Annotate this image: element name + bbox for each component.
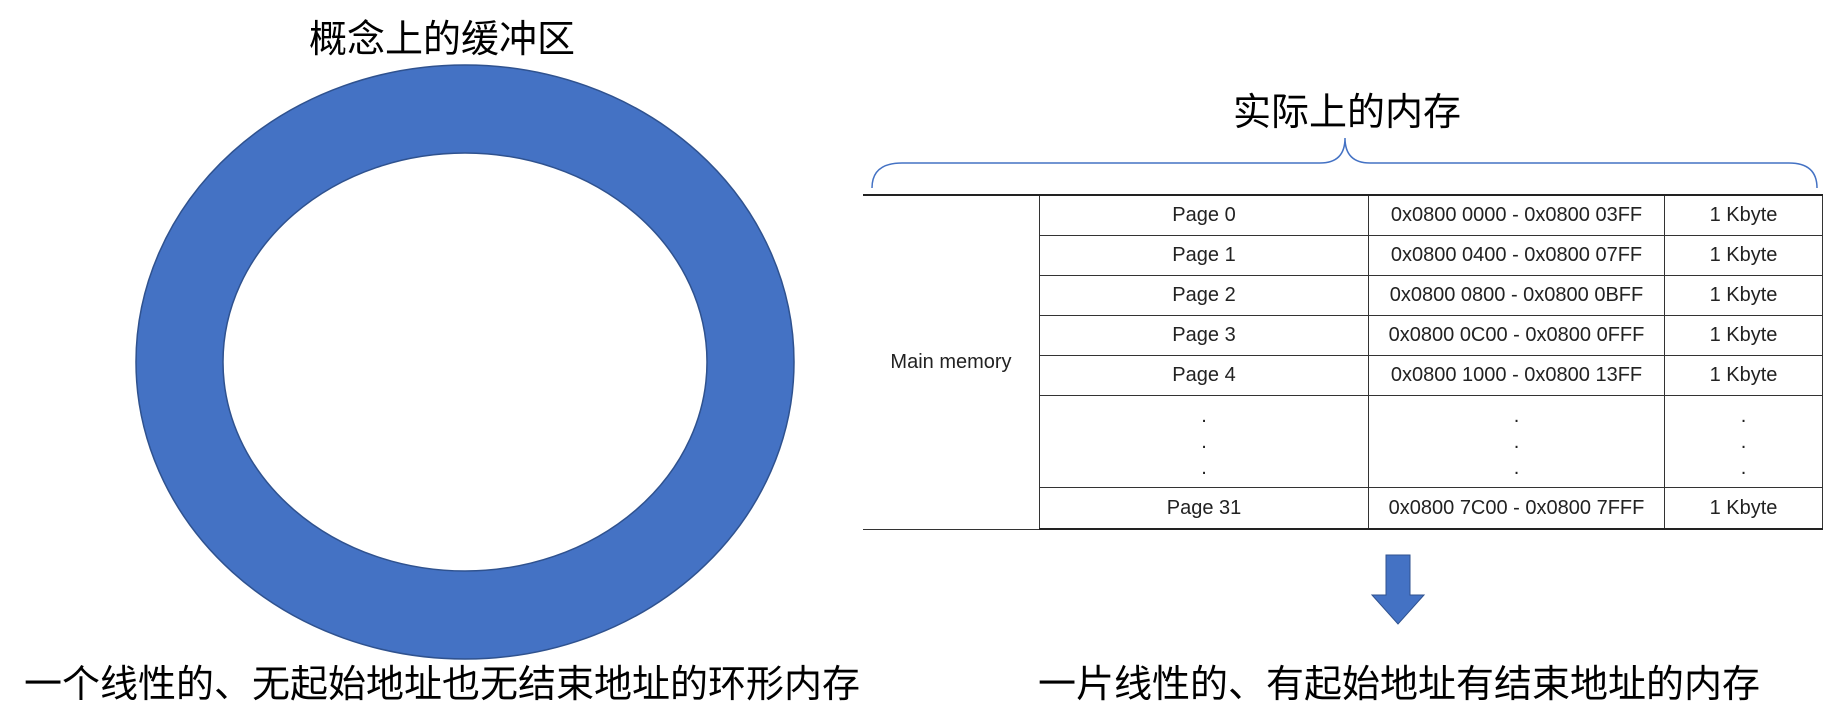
page-cell: Page 1 xyxy=(1039,235,1369,276)
ring-shape xyxy=(135,64,795,660)
ellipsis-cell: . . . xyxy=(1368,395,1665,488)
size-cell: 1 Kbyte xyxy=(1664,275,1823,316)
ellipsis-dot: . xyxy=(1513,430,1520,453)
left-title: 概念上的缓冲区 xyxy=(309,17,576,61)
page-cell: Page 31 xyxy=(1039,487,1369,530)
right-title: 实际上的内存 xyxy=(1233,90,1462,134)
address-range-cell: 0x0800 7C00 - 0x0800 7FFF xyxy=(1368,487,1665,530)
ellipsis-dot: . xyxy=(1513,456,1520,479)
ellipsis-dot: . xyxy=(1740,404,1747,427)
address-range-cell: 0x0800 0400 - 0x0800 07FF xyxy=(1368,235,1665,276)
ellipsis-dot: . xyxy=(1201,430,1207,453)
address-range-cell: 0x0800 0C00 - 0x0800 0FFF xyxy=(1368,315,1665,356)
ellipsis-dot: . xyxy=(1740,430,1747,453)
ellipsis-dot: . xyxy=(1201,404,1207,427)
page-cell: Page 3 xyxy=(1039,315,1369,356)
size-cell: 1 Kbyte xyxy=(1664,315,1823,356)
ellipsis-cell: . . . xyxy=(1664,395,1823,488)
right-caption: 一片线性的、有起始地址有结束地址的内存 xyxy=(1038,662,1761,706)
page-cell: Page 4 xyxy=(1039,355,1369,396)
main-memory-label: Main memory xyxy=(863,194,1040,530)
size-cell: 1 Kbyte xyxy=(1664,194,1823,236)
ellipsis-cell: . . . xyxy=(1039,395,1369,488)
memory-table: Main memory Page 0 0x0800 0000 - 0x0800 … xyxy=(863,194,1823,530)
address-range-cell: 0x0800 0000 - 0x0800 03FF xyxy=(1368,194,1665,236)
ellipsis-dot: . xyxy=(1513,404,1520,427)
down-arrow-shape xyxy=(1370,554,1426,625)
page-cell: Page 0 xyxy=(1039,194,1369,236)
curly-brace xyxy=(871,137,1818,189)
ellipsis-dot: . xyxy=(1740,456,1747,479)
address-range-cell: 0x0800 0800 - 0x0800 0BFF xyxy=(1368,275,1665,316)
address-range-cell: 0x0800 1000 - 0x0800 13FF xyxy=(1368,355,1665,396)
size-cell: 1 Kbyte xyxy=(1664,355,1823,396)
ellipsis-dot: . xyxy=(1201,456,1207,479)
size-cell: 1 Kbyte xyxy=(1664,487,1823,530)
left-caption: 一个线性的、无起始地址也无结束地址的环形内存 xyxy=(24,662,861,706)
page-cell: Page 2 xyxy=(1039,275,1369,316)
size-cell: 1 Kbyte xyxy=(1664,235,1823,276)
